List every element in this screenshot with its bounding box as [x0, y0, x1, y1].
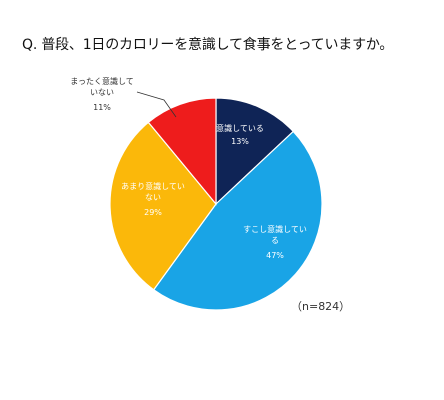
- pie-slice: [109, 121, 217, 291]
- pie-slice: [147, 97, 217, 206]
- sample-size-label: （n=824）: [291, 300, 351, 313]
- slice-name-label: 意識している: [216, 123, 264, 133]
- slice-name-label: まったく意識して: [70, 76, 133, 86]
- slice-name-label: る: [271, 236, 279, 245]
- question-title: Q. 普段、1日のカロリーを意識して食事をとっていますか。: [22, 37, 394, 53]
- slice-name-label: あまり意識してい: [121, 181, 185, 191]
- slice-name-label: すこし意識してい: [243, 224, 307, 234]
- slice-value-label: 47%: [266, 251, 284, 260]
- slice-name-label: ない: [145, 193, 161, 202]
- slice-name-label: いない: [90, 88, 114, 97]
- slice-value-label: 29%: [144, 208, 162, 217]
- slice-value-label: 13%: [231, 137, 249, 146]
- pie-slice: [215, 97, 295, 206]
- slice-value-label: 11%: [93, 103, 111, 112]
- pie-slice: [152, 130, 323, 311]
- leader-line: [136, 91, 177, 118]
